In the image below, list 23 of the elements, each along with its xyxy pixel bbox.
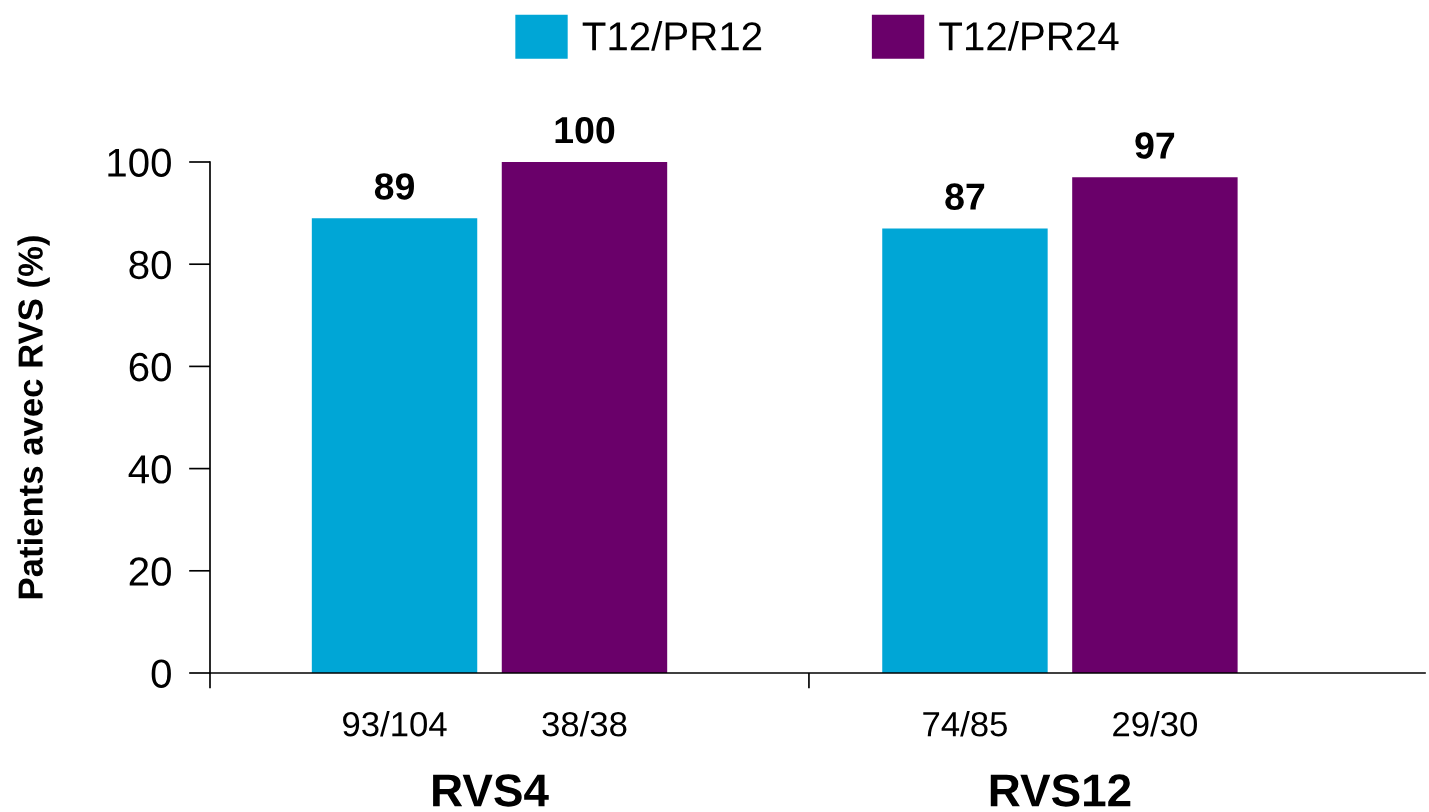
bar bbox=[882, 228, 1048, 673]
y-tick-label: 100 bbox=[108, 148, 171, 177]
text: 38/38 bbox=[542, 710, 627, 737]
y-axis-title: Patients avec RVS (%) bbox=[17, 236, 50, 599]
y-tick-label: 20 bbox=[129, 557, 171, 586]
y-tick-label: 40 bbox=[128, 455, 171, 484]
y-tick-label: 0 bbox=[151, 659, 171, 688]
data-label: 89 bbox=[374, 173, 414, 200]
y-tick-label: 60 bbox=[129, 352, 171, 382]
data-label: 97 bbox=[1135, 132, 1175, 159]
bar bbox=[1072, 177, 1238, 673]
x-tick-label: RVS4 bbox=[433, 774, 549, 807]
bar bbox=[501, 162, 668, 673]
text: 93/104 bbox=[343, 710, 447, 737]
text: 74/85 bbox=[923, 710, 1007, 737]
bar bbox=[311, 218, 478, 673]
data-label: 100 bbox=[555, 116, 615, 144]
data-label: 87 bbox=[945, 183, 985, 210]
x-tick-label: RVS12 bbox=[990, 774, 1131, 807]
text: 29/30 bbox=[1113, 710, 1197, 737]
legend-label: T12/PR12 bbox=[582, 21, 762, 51]
legend-label: T12/PR24 bbox=[939, 21, 1119, 51]
y-tick-label: 80 bbox=[129, 250, 171, 280]
